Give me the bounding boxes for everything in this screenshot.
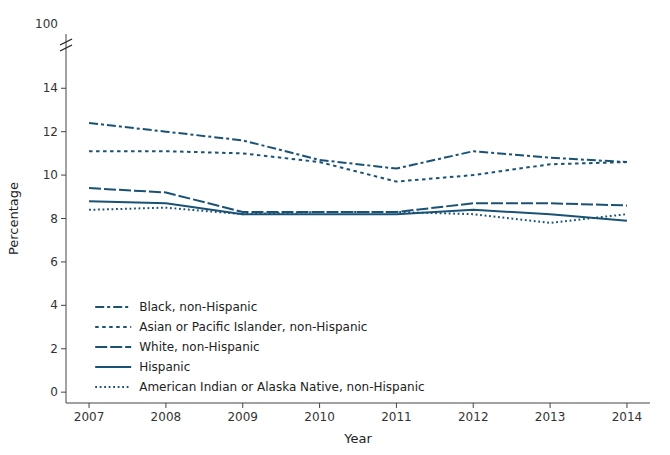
x-tick [242, 403, 243, 408]
y-tick-label: 2 [50, 342, 58, 356]
x-tick-label: 2012 [458, 410, 489, 424]
axis-break-mark [60, 39, 72, 45]
y-tick [61, 305, 66, 306]
x-tick [396, 403, 397, 408]
x-axis-line [66, 403, 650, 404]
legend-label: White, non-Hispanic [139, 340, 260, 354]
x-tick [550, 403, 551, 408]
y-tick [61, 131, 66, 132]
y-tick [61, 261, 66, 262]
legend-label: Black, non-Hispanic [139, 300, 257, 314]
series-line [89, 123, 627, 169]
x-tick [626, 403, 627, 408]
x-tick [319, 403, 320, 408]
y-tick [61, 348, 66, 349]
axis-break [60, 39, 72, 51]
y-tick-label: 0 [50, 385, 58, 399]
y-tick [61, 392, 66, 393]
series-line [89, 208, 627, 223]
x-tick-label: 2008 [151, 410, 182, 424]
legend: Black, non-Hispanic Asian or Pacific Isla… [95, 300, 424, 394]
x-tick [473, 403, 474, 408]
x-tick-label: 2007 [74, 410, 105, 424]
y-tick-label: 14 [43, 81, 58, 95]
y-tick [61, 175, 66, 176]
x-tick-label: 2011 [381, 410, 412, 424]
legend-label: American Indian or Alaska Native, non-Hi… [139, 380, 424, 394]
y-tick-label: 12 [43, 125, 58, 139]
legend-label: Hispanic [139, 360, 190, 374]
x-tick [89, 403, 90, 408]
y-tick [61, 218, 66, 219]
legend-swatch [95, 386, 131, 388]
axis-break-label: 100 [35, 17, 58, 31]
x-tick-label: 2009 [227, 410, 258, 424]
axis-break-mark [60, 45, 72, 51]
legend-swatch [95, 306, 131, 308]
x-axis-label: Year [343, 431, 372, 446]
y-tick-label: 4 [50, 298, 58, 312]
x-tick-label: 2014 [612, 410, 643, 424]
chart: 2007 2008 2009 2010 2011 2012 2013 2014 0 2 4 6 8 10 1… [0, 0, 670, 455]
y-tick [61, 88, 66, 89]
legend-swatch [95, 346, 131, 348]
series-line [89, 188, 627, 212]
series-line [89, 151, 627, 181]
lines [89, 123, 627, 223]
y-tick-label: 6 [50, 255, 58, 269]
axes: 2007 2008 2009 2010 2011 2012 2013 2014 0 2 4 6 8 10 1… [35, 17, 650, 424]
y-tick-label: 10 [43, 168, 58, 182]
x-tick-label: 2010 [304, 410, 335, 424]
x-tick-label: 2013 [535, 410, 566, 424]
legend-swatch [95, 326, 131, 328]
x-tick [165, 403, 166, 408]
y-axis-label: Percentage [6, 182, 21, 255]
y-tick-label: 8 [50, 212, 58, 226]
legend-swatch [95, 366, 131, 368]
legend-label: Asian or Pacific Islander, non-Hispanic [139, 320, 367, 334]
